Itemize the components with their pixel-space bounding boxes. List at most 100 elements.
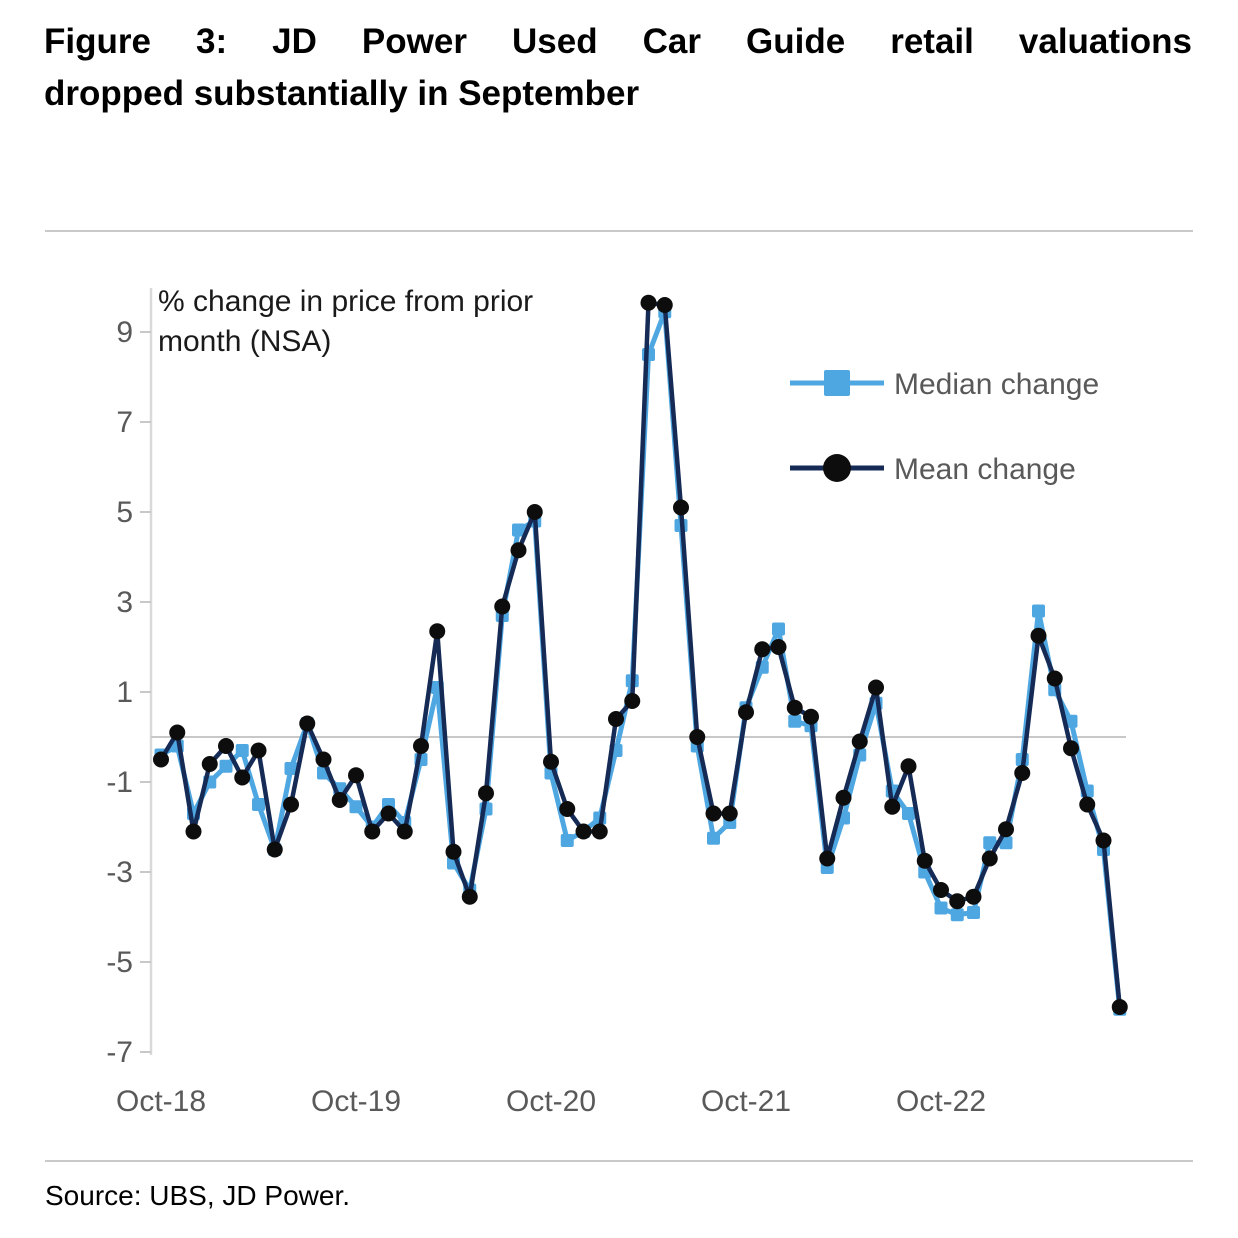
mean-point [640, 294, 657, 311]
mean-point [445, 843, 462, 860]
mean-point [413, 738, 429, 754]
mean-point [461, 888, 478, 905]
mean-point [1111, 999, 1128, 1015]
mean-point [559, 801, 576, 817]
mean-point [591, 823, 608, 840]
legend-item-median: Median change [790, 368, 1099, 401]
mean-point [933, 882, 949, 898]
median-point [788, 714, 802, 728]
mean-point [900, 758, 917, 775]
median-point [349, 800, 363, 814]
y-tick-label: -5 [106, 946, 133, 979]
source-note: Source: UBS, JD Power. [45, 1180, 351, 1211]
median-point [967, 906, 980, 919]
chart-axes: 9 7 5 3 1 -1 -3 -5 -7 Oct-18 Oct-19 Oct-20 Oct-21 Oct… [106, 288, 1126, 1118]
y-tick-label: 1 [116, 676, 133, 709]
legend-median-label: Median change [894, 368, 1099, 401]
mean-point [331, 792, 348, 808]
mean-point [315, 751, 332, 768]
mean-point [868, 679, 884, 696]
mean-point [1079, 796, 1096, 813]
mean-point [721, 805, 738, 822]
mean-point [364, 823, 381, 840]
figure-title-line1: Figure 3: JD Power Used Car Guide retail… [44, 22, 1192, 61]
mean-point [1014, 765, 1031, 781]
mean-point [494, 598, 511, 615]
legend: Median change Mean change [790, 368, 1099, 486]
median-point [1032, 604, 1045, 618]
mean-point [1030, 627, 1047, 644]
mean-point [770, 639, 787, 655]
mean-point [624, 693, 641, 709]
mean-point [396, 823, 413, 840]
mean-point [348, 767, 364, 784]
mean-point [299, 715, 316, 732]
mean-point [803, 708, 819, 725]
x-tick-label: Oct-20 [506, 1085, 596, 1118]
legend-item-mean: Mean change [790, 453, 1076, 486]
mean-point [656, 297, 673, 313]
y-tick-label: 5 [116, 496, 133, 529]
mean-point [705, 805, 722, 822]
mean-point [998, 821, 1014, 838]
mean-point [1095, 832, 1112, 849]
bottom-divider [45, 1160, 1193, 1162]
mean-point [250, 742, 267, 759]
mean-point [884, 798, 901, 815]
mean-point [575, 823, 592, 840]
median-line [159, 309, 1123, 1010]
mean-point [754, 641, 771, 658]
mean-point [218, 738, 234, 754]
x-tick-label: Oct-19 [311, 1085, 401, 1118]
mean-point [673, 499, 689, 516]
median-point [707, 831, 720, 845]
mean-point [1046, 670, 1063, 687]
mean-point [153, 751, 169, 768]
mean-point [478, 785, 494, 802]
mean-point [283, 796, 299, 813]
y-tick-label: 9 [116, 316, 133, 349]
x-tick-label: Oct-21 [701, 1085, 791, 1118]
legend-median-square-marker [824, 370, 850, 396]
mean-point [380, 805, 397, 822]
figure-title-line2: dropped substantially in September [44, 74, 640, 113]
mean-point [510, 542, 527, 559]
mean-point [949, 893, 966, 910]
median-point [772, 622, 785, 636]
mean-point [689, 729, 706, 745]
median-point [235, 744, 249, 757]
mean-point [234, 769, 251, 786]
mean-point [526, 504, 543, 520]
mean-point [851, 733, 868, 750]
x-tick-label: Oct-22 [896, 1085, 986, 1118]
chart-series [153, 294, 1128, 1016]
mean-point [738, 704, 754, 721]
median-point [284, 762, 298, 775]
mean-point [1063, 740, 1079, 757]
figure-title: Figure 3: JD Power Used Car Guide retail… [44, 16, 1192, 120]
mean-point [608, 711, 624, 727]
median-point [252, 798, 265, 811]
y-axis-annotation-line2: month (NSA) [158, 325, 331, 358]
y-axis-annotation-line1: % change in price from prior [158, 285, 533, 318]
mean-point [185, 823, 202, 840]
mean-point [835, 789, 852, 806]
median-point [512, 523, 525, 537]
y-tick-label: 3 [116, 586, 133, 619]
median-point [983, 836, 997, 850]
mean-point [819, 850, 836, 867]
x-tick-label: Oct-18 [116, 1085, 206, 1118]
legend-mean-circle-marker [823, 454, 851, 482]
mean-point [266, 841, 283, 858]
y-tick-label: 7 [116, 406, 133, 439]
median-point [934, 901, 948, 915]
y-tick-label: -3 [106, 856, 133, 889]
y-tick-label: -1 [106, 766, 133, 799]
median-point [950, 908, 964, 922]
mean-point [965, 888, 982, 905]
median-point [902, 807, 915, 820]
y-tick-label: -7 [106, 1036, 133, 1069]
mean-point [201, 756, 218, 772]
